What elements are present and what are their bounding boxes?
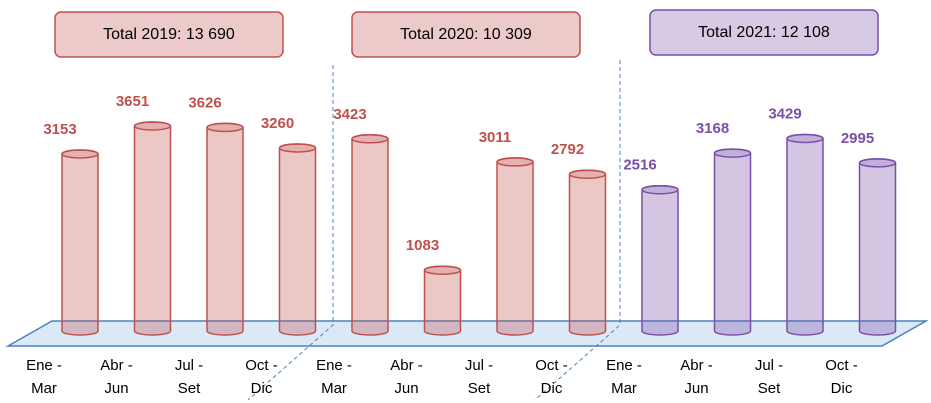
x-tick-label: Set [468, 380, 491, 397]
bar-top [496, 157, 534, 167]
total-label: Total 2021: 12 108 [698, 24, 830, 41]
bar-top [641, 184, 679, 195]
data-label: 3168 [696, 120, 729, 137]
total-label: Total 2020: 10 309 [400, 26, 532, 43]
x-tick-label: Dic [831, 380, 853, 397]
x-tick-label: Jul - [175, 357, 203, 374]
x-tick-label: Oct - [825, 357, 858, 374]
bar-top [858, 158, 897, 168]
data-label: 3429 [768, 105, 801, 122]
x-tick-label: Jun [394, 380, 418, 397]
total-label: Total 2019: 13 690 [103, 26, 235, 43]
x-tick-label: Ene - [316, 357, 352, 374]
bar [641, 184, 679, 336]
data-label: 3153 [43, 121, 76, 138]
bar-top [133, 121, 172, 131]
bar-top [423, 265, 462, 275]
x-tick-label: Jun [104, 380, 128, 397]
x-tick-label: Mar [611, 380, 637, 397]
data-label: 3011 [479, 129, 512, 146]
x-tick-label: Set [178, 380, 201, 397]
bar [568, 169, 607, 336]
x-tick-label: Abr - [680, 357, 713, 374]
total-box [54, 11, 284, 58]
x-tick-label: Ene - [26, 357, 62, 374]
separator [247, 65, 334, 401]
x-tick-label: Dic [251, 380, 273, 397]
x-tick-label: Jul - [465, 357, 493, 374]
x-tick-label: Abr - [390, 357, 423, 374]
bar [133, 121, 172, 336]
x-tick-label: Set [758, 380, 781, 397]
total-box [649, 9, 879, 56]
x-tick-label: Abr - [100, 357, 133, 374]
bar-top [278, 143, 317, 153]
data-label: 2792 [551, 141, 584, 158]
bar [496, 157, 534, 336]
bar [786, 133, 824, 336]
data-label: 1083 [406, 237, 439, 254]
bar [858, 158, 897, 336]
x-tick-label: Dic [541, 380, 563, 397]
x-tick-label: Mar [321, 380, 347, 397]
bar [351, 134, 389, 336]
bar [713, 148, 752, 336]
data-label: 2995 [841, 130, 874, 147]
x-tick-label: Oct - [535, 357, 568, 374]
data-label: 2516 [623, 157, 656, 174]
data-label: 3651 [116, 93, 149, 110]
x-tick-label: Ene - [606, 357, 642, 374]
bar [61, 149, 99, 336]
data-label: 3626 [188, 94, 221, 111]
data-label: 3260 [261, 115, 294, 132]
bar-top [713, 148, 752, 158]
x-tick-label: Jul - [755, 357, 783, 374]
bar-top [206, 122, 244, 133]
x-tick-label: Jun [684, 380, 708, 397]
data-label: 3423 [333, 106, 366, 123]
bar-top [61, 149, 99, 159]
bar [206, 122, 244, 336]
bar-top [351, 134, 389, 144]
x-tick-label: Oct - [245, 357, 278, 374]
total-box [351, 11, 581, 58]
x-tick-label: Mar [31, 380, 57, 397]
bar-top [786, 133, 824, 144]
floor [5, 320, 929, 347]
bar [423, 265, 462, 336]
bar [278, 143, 317, 336]
bar-top [568, 169, 607, 179]
